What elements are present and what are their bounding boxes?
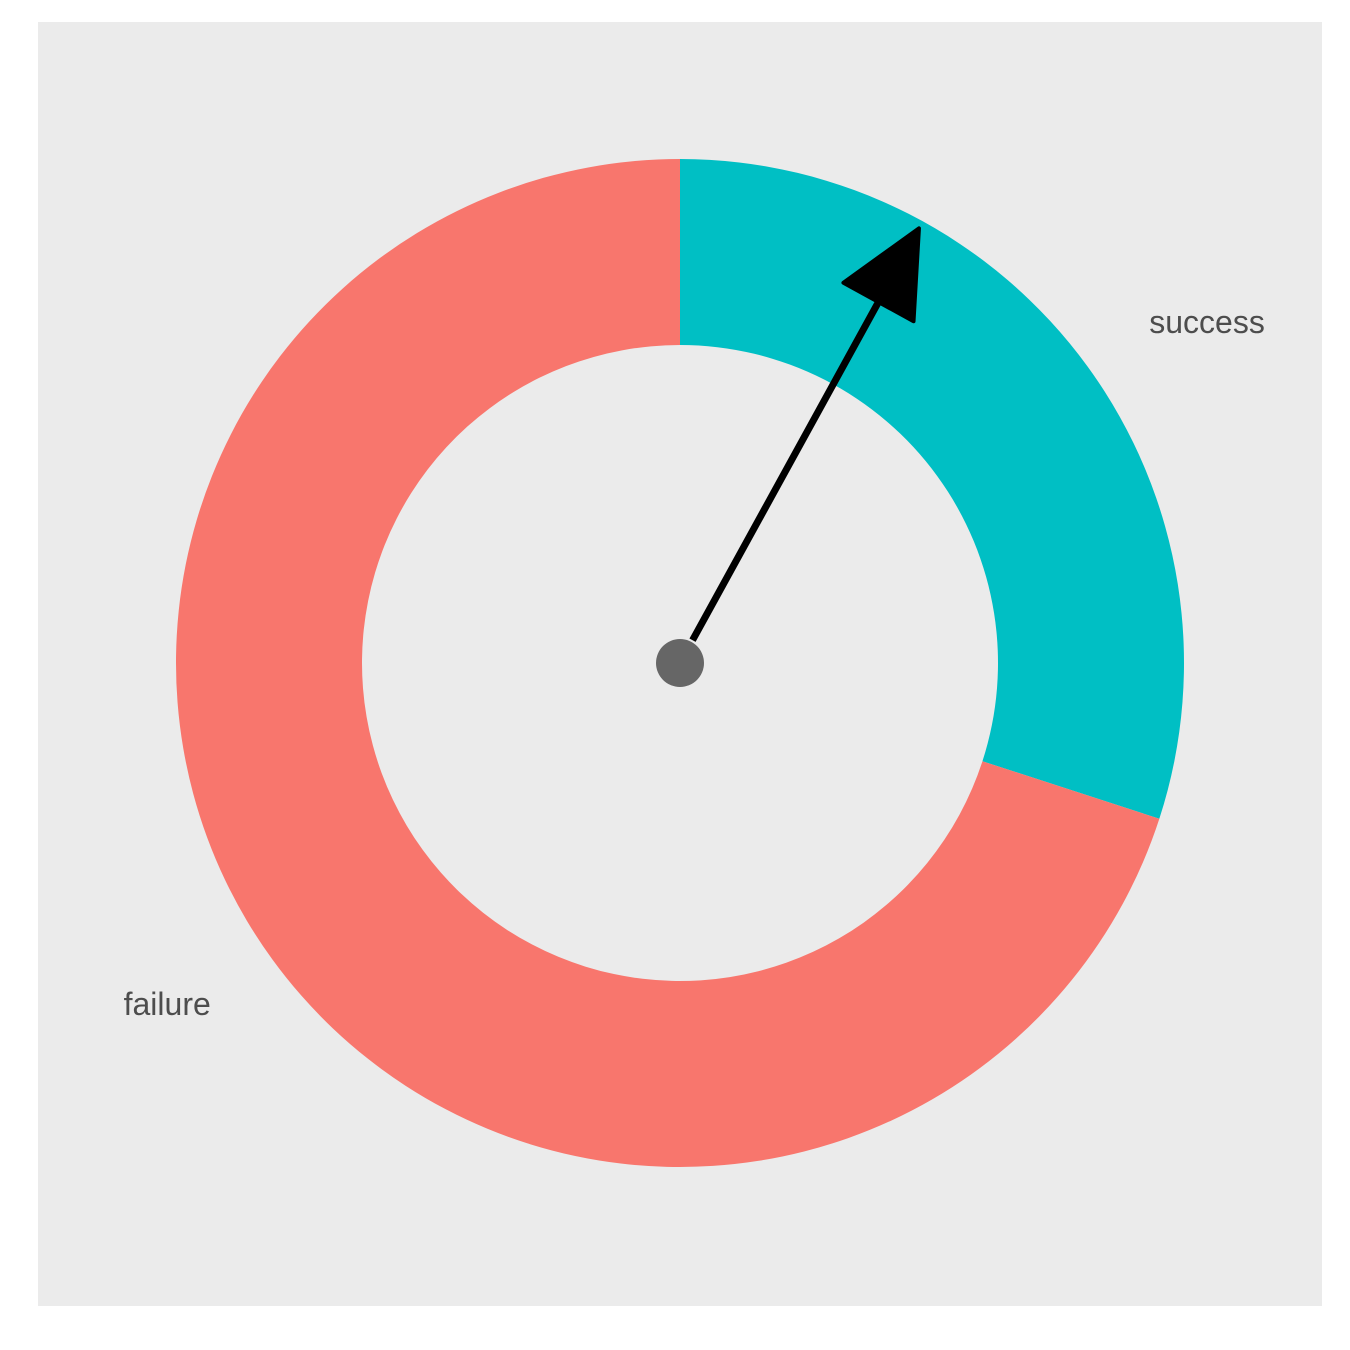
slice-failure [176,159,1160,1167]
needle [656,226,921,687]
slice-labels: success failure [124,304,1265,1022]
needle-shaft [689,295,885,642]
slice-label-success: success [1149,304,1265,340]
slice-success [680,159,1184,819]
needle-hub [656,639,704,687]
needle-arrowhead [841,226,921,324]
slice-label-failure: failure [124,986,211,1022]
donut-slices [176,159,1184,1167]
